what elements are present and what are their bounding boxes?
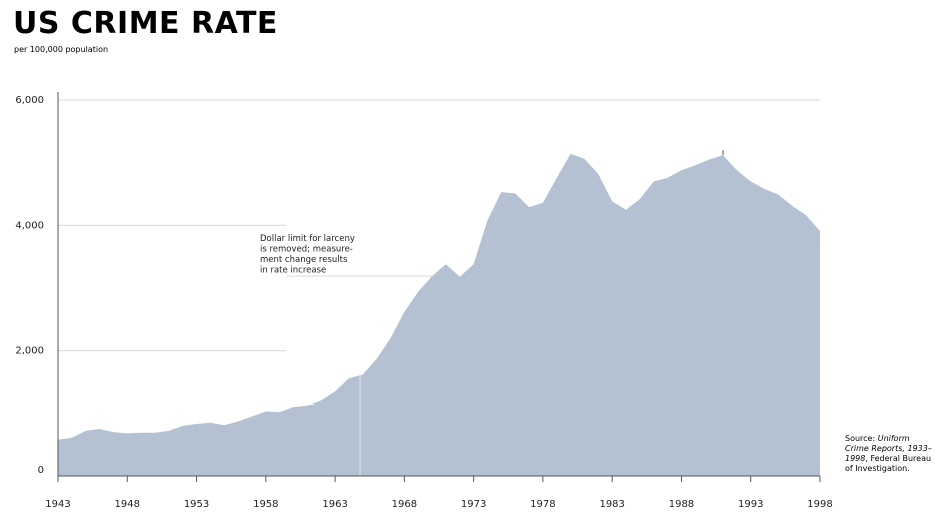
x-tick-label: 1958	[253, 499, 278, 510]
x-tick-label: 1988	[669, 499, 694, 510]
x-tick-label: 1973	[461, 499, 486, 510]
annotation-line: Dollar limit for larceny	[260, 234, 355, 244]
annotation-line: ment change results	[260, 255, 348, 265]
tick-layer: 0 2,000 4,000 6,000 1943 1948 1953 1958 1963 1968…	[15, 95, 832, 510]
y-tick-label: 0	[38, 465, 44, 476]
x-tick-label: 1978	[530, 499, 555, 510]
x-tick-label: 1993	[738, 499, 763, 510]
annotation-line: in rate increase	[260, 266, 326, 276]
x-tick-label: 1998	[807, 499, 832, 510]
x-tick-label: 1948	[115, 499, 140, 510]
chart-title: US CRIME RATE	[13, 6, 278, 41]
axis-layer	[57, 92, 821, 482]
y-tick-label: 4,000	[15, 220, 44, 231]
y-tick-label: 6,000	[15, 95, 44, 106]
x-tick-label: 1943	[45, 499, 70, 510]
x-tick-label: 1963	[322, 499, 347, 510]
chart-subtitle: per 100,000 population	[14, 45, 109, 54]
annotation-line: is removed; measure-	[260, 245, 353, 255]
x-tick-label: 1983	[599, 499, 624, 510]
area-layer	[58, 153, 820, 476]
gridlines	[58, 99, 820, 352]
source-prefix: Source:	[845, 434, 878, 443]
x-tick-label: 1953	[184, 499, 209, 510]
source-suffix: , Federal Bureau of Investigation.	[845, 454, 932, 473]
x-tick-label: 1968	[392, 499, 417, 510]
source-note: Source: Uniform Crime Reports, 1933–1998…	[845, 434, 935, 474]
crime-rate-area	[58, 153, 820, 476]
y-tick-label: 2,000	[15, 346, 44, 357]
source-title: Uniform Crime Reports, 1933–1998	[845, 434, 932, 463]
